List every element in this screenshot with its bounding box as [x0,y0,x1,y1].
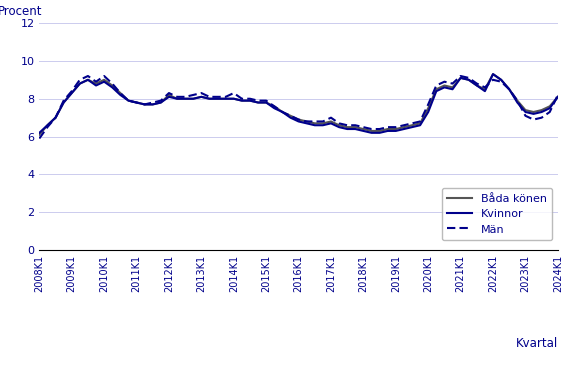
Båda könen [158,100,164,105]
Män [311,119,318,124]
Kvinnor [190,96,197,101]
Båda könen [36,132,43,137]
Text: Kvartal: Kvartal [515,336,558,350]
Line: Män: Män [39,76,558,138]
Män [263,98,269,103]
Båda könen [555,94,561,99]
Män [198,91,205,95]
Män [490,77,497,82]
Line: Kvinnor: Kvinnor [39,74,558,133]
Män [84,74,91,78]
Båda könen [303,119,310,124]
Båda könen [481,87,488,91]
Legend: Båda könen, Kvinnor, Män: Båda könen, Kvinnor, Män [442,188,552,240]
Män [36,136,43,141]
Män [555,93,561,97]
Båda könen [490,72,497,76]
Kvinnor [481,89,488,93]
Kvinnor [158,100,164,105]
Kvinnor [490,72,497,76]
Kvinnor [538,110,545,114]
Män [538,115,545,120]
Båda könen [255,100,261,105]
Män [166,91,172,95]
Text: Procent: Procent [0,5,43,19]
Kvinnor [555,94,561,99]
Båda könen [538,108,545,112]
Kvinnor [36,130,43,135]
Båda könen [190,96,197,101]
Line: Båda könen: Båda könen [39,74,558,135]
Kvinnor [303,121,310,125]
Kvinnor [255,100,261,105]
